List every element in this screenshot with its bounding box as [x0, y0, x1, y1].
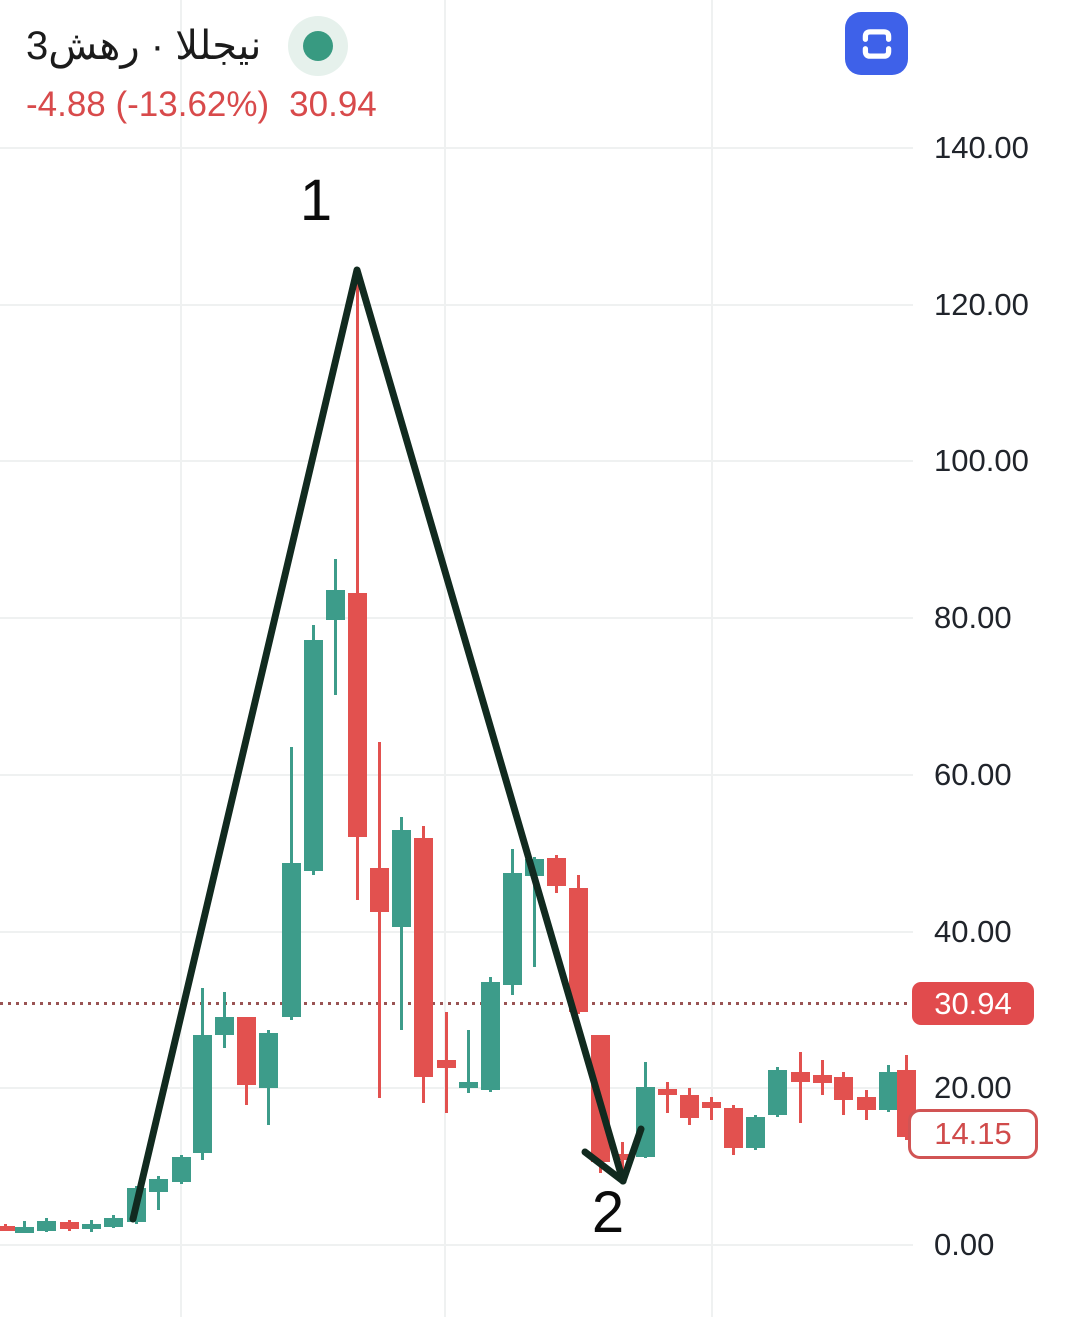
candle-wick — [709, 1096, 713, 1120]
price-axis-label: 0.00 — [934, 1227, 995, 1262]
candle-body — [833, 1077, 853, 1101]
candle-body — [812, 1074, 832, 1083]
candle-wick — [665, 1082, 669, 1114]
candle-body — [657, 1089, 677, 1096]
candle-body — [103, 1218, 123, 1227]
change-value: -4.88 (-13.62%) — [26, 85, 270, 124]
price-axis-label: 140.00 — [934, 129, 1029, 165]
market-status-dot-core — [303, 31, 333, 61]
price-tag-badge: 14.15 — [908, 1109, 1038, 1160]
candle-body — [81, 1223, 101, 1229]
candle-body — [856, 1096, 876, 1111]
candle-body — [701, 1102, 721, 1108]
price-axis-label: 100.00 — [934, 443, 1029, 479]
price-axis-label: 60.00 — [934, 756, 1012, 792]
last-price-value: 30.94 — [289, 85, 377, 124]
horizontal-gridline — [0, 1244, 913, 1246]
candle-body — [36, 1220, 56, 1231]
candle-wick — [798, 1052, 802, 1123]
candle-body — [767, 1070, 787, 1115]
current-price-badge: 30.94 — [912, 981, 1034, 1025]
candle-body — [723, 1107, 743, 1148]
horizontal-gridline — [0, 146, 913, 149]
vertical-gridline — [711, 0, 713, 1317]
market-status-dot[interactable] — [288, 16, 348, 76]
candle-body — [878, 1071, 898, 1111]
price-axis-label: 80.00 — [934, 600, 1012, 636]
screenshot-button[interactable] — [845, 12, 908, 75]
candle-body — [59, 1222, 79, 1230]
candle-body — [790, 1071, 810, 1082]
price-change-row: -4.88 (-13.62%) 30.94 — [26, 84, 377, 126]
price-axis-label: 40.00 — [934, 913, 1012, 949]
price-axis-label: 120.00 — [934, 286, 1029, 322]
candle-body — [0, 1226, 15, 1232]
price-axis-label: 20.00 — [934, 1070, 1012, 1106]
symbol-title[interactable]: 3شهر · اللجين — [26, 24, 262, 68]
candle-body — [679, 1095, 699, 1119]
candle-body — [745, 1117, 765, 1148]
candle-body — [14, 1226, 34, 1234]
screenshot-icon — [858, 25, 896, 63]
